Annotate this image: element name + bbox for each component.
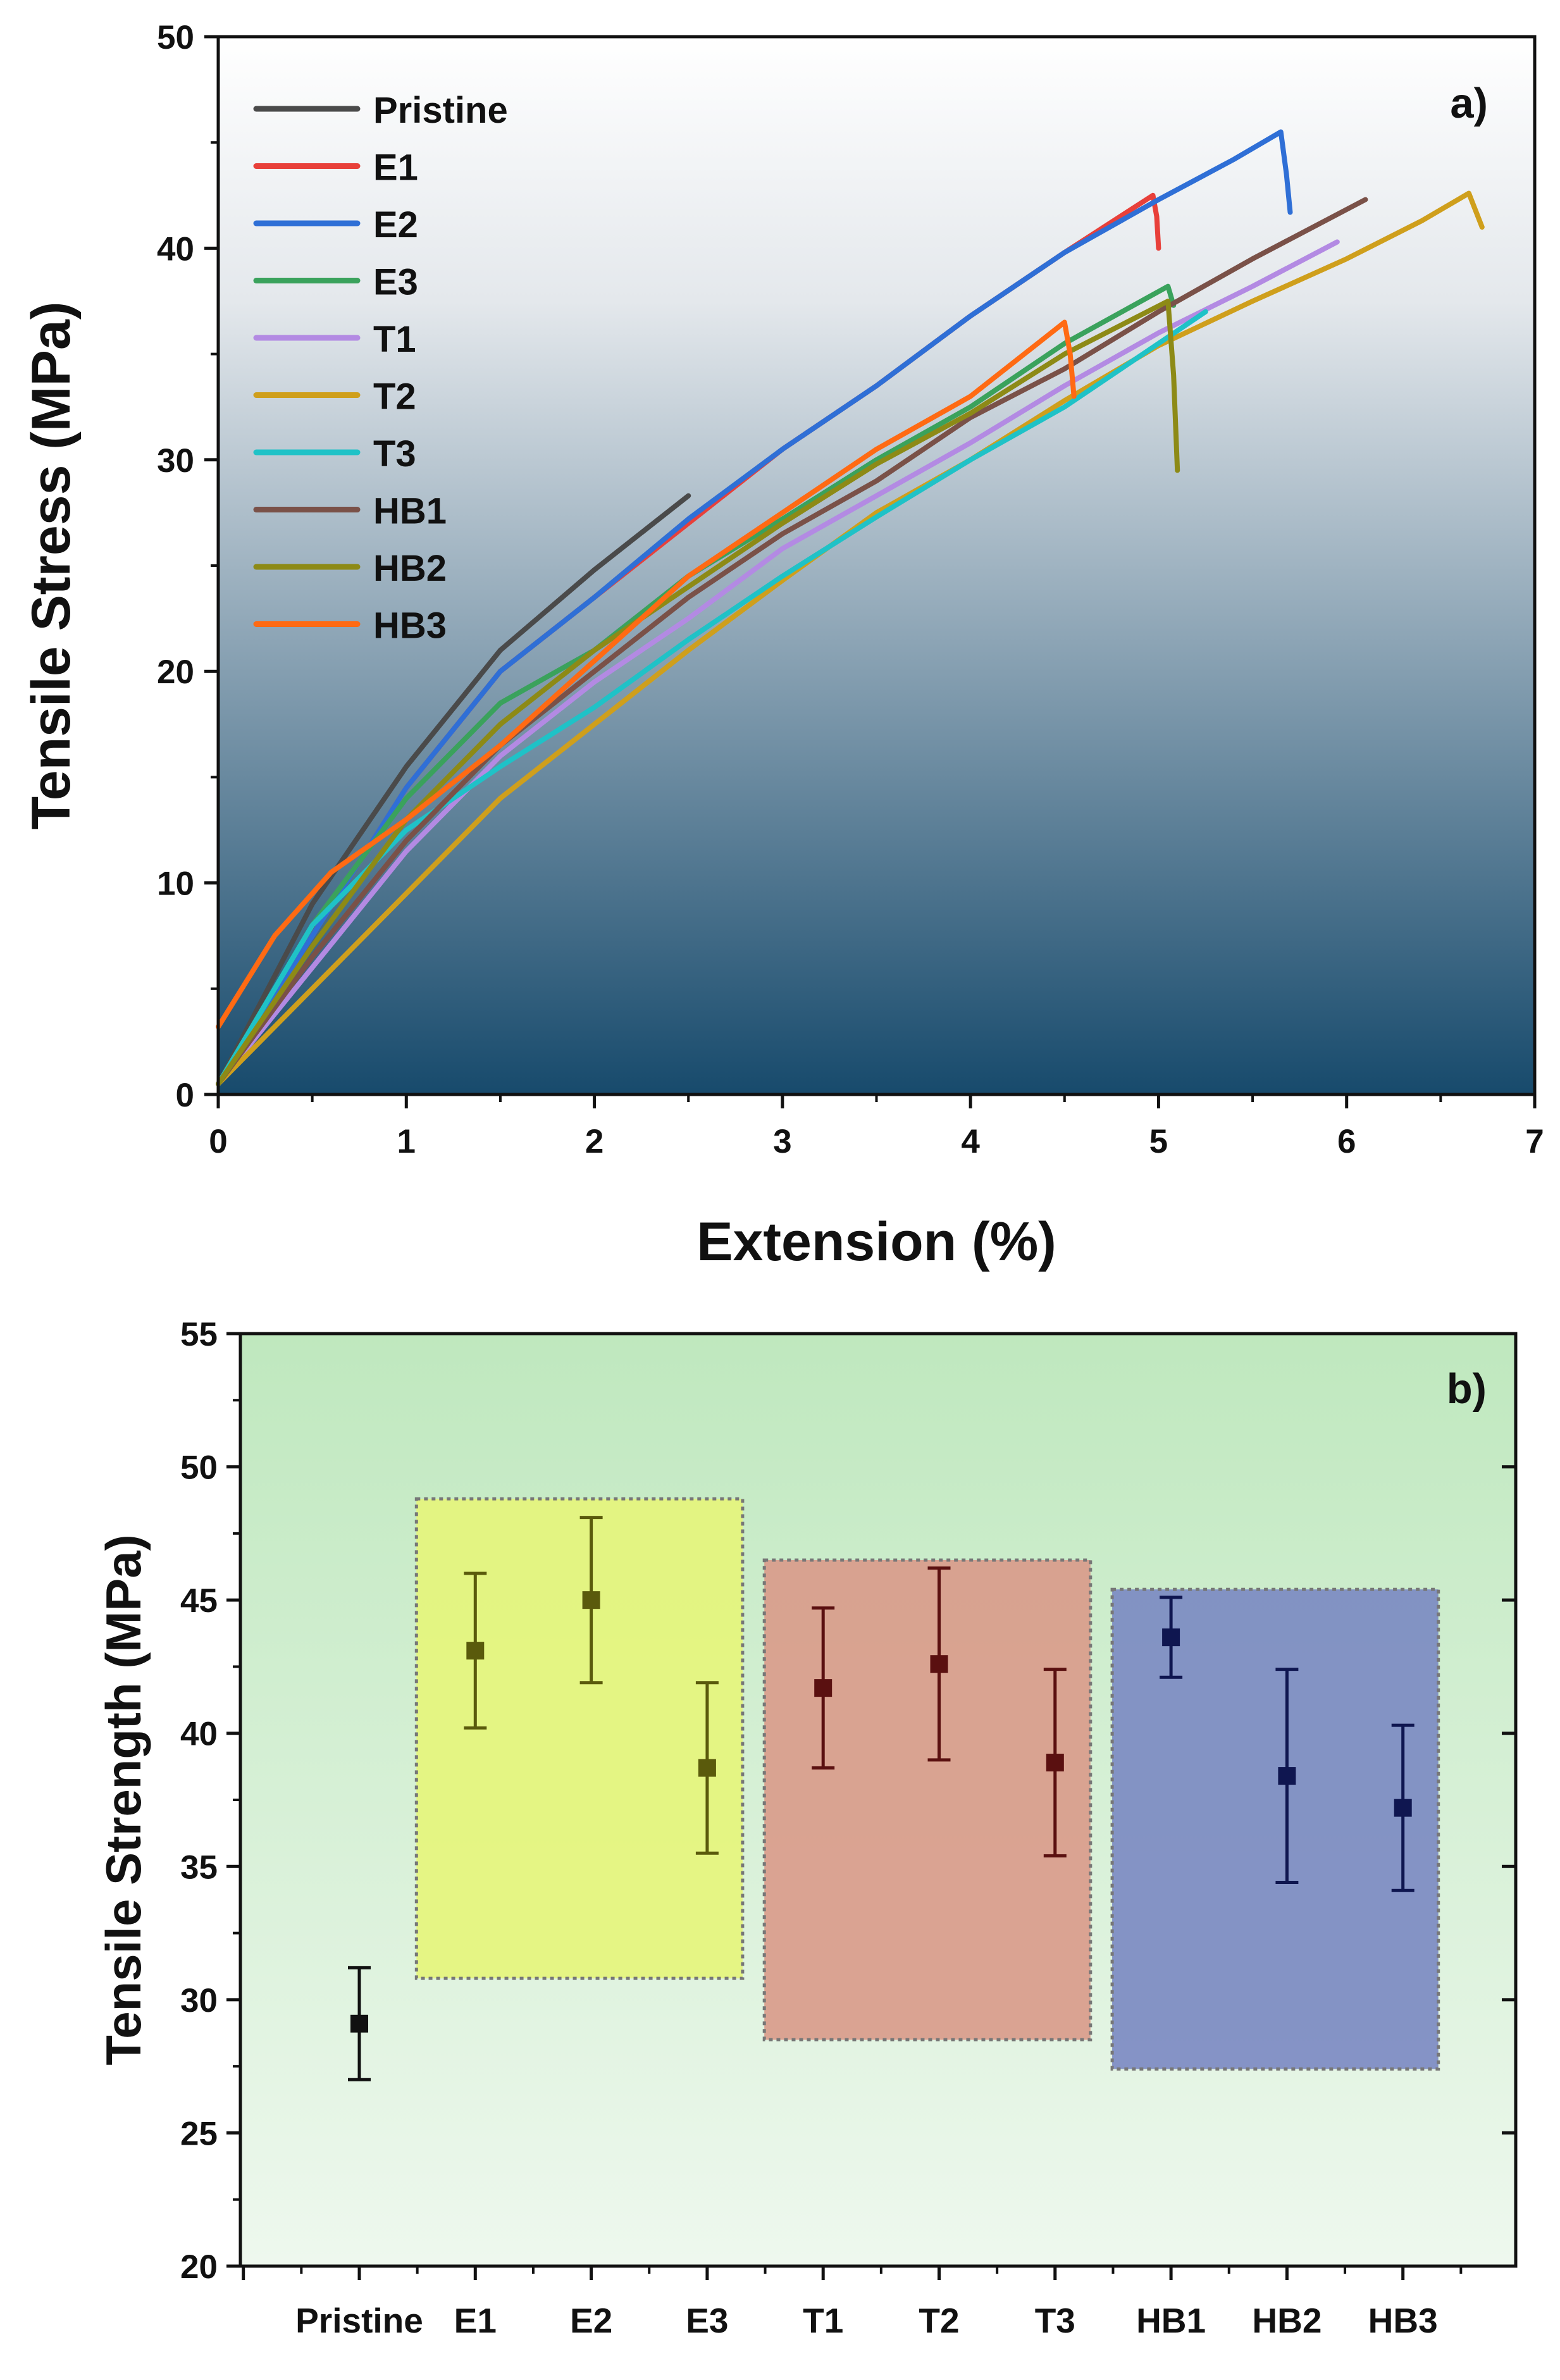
y-tick-label: 55 [180,1316,218,1353]
series-line-t3 [216,309,1208,1087]
x-category-label-e2: E2 [570,2301,612,2340]
panel-a-stress-extension: 0 1 2 3 4 5 6 7 0 10 20 30 40 50 Pristine E1 E2 E3 T1 T2 T3… [21,19,1544,1272]
y-tick-label: 20 [157,654,194,691]
y-tick-label: 10 [157,865,194,903]
y-tick-label: 35 [180,1849,218,1886]
x-category-label-e1: E1 [454,2301,497,2340]
legend-label-hb1: HB1 [373,491,447,532]
legend-label-hb3: HB3 [373,605,447,647]
legend-label-t3: T3 [373,433,416,474]
legend-label-e1: E1 [373,147,418,189]
series-line-e3 [216,283,1177,1087]
series-line-t1 [216,239,1340,1087]
x-tick-label: 6 [1337,1123,1356,1160]
x-category-label-pristine: Pristine [295,2301,423,2340]
legend-label-hb2: HB2 [373,548,447,589]
legend-label-pristine: Pristine [373,90,508,131]
panel-b-tensile-strength: 20 25 30 35 40 45 50 55 Pristine E1 E2 E3 T1 T2 T3 HB1 H… [96,1316,1518,2340]
x-tick-label: 1 [397,1123,416,1160]
panel-a-series-lines [216,129,1485,1087]
legend-label-t1: T1 [373,319,416,360]
y-tick-label: 45 [180,1582,218,1620]
legend-label-t2: T2 [373,376,416,418]
x-category-label-t2: T2 [919,2301,959,2340]
series-line-e2 [216,129,1293,1087]
y-tick-label: 40 [157,230,194,268]
x-tick-label: 2 [585,1123,604,1160]
point-t3 [1046,1754,1064,1772]
panel-b-points [348,1516,1415,2081]
panel-b-y-axis-title: Tensile Strength (MPa) [96,1534,151,2065]
series-line-hb1 [216,197,1368,1087]
panel-a-x-axis-title: Extension (%) [696,1212,1056,1272]
point-t2 [930,1655,948,1673]
panel-a-axes-ticks: 0 1 2 3 4 5 6 7 0 10 20 30 40 50 [157,19,1544,1160]
legend-label-e3: E3 [373,262,418,303]
panel-a-plot-area [218,37,1535,1094]
panel-b-axes-ticks: 20 25 30 35 40 45 50 55 Pristine E1 E2 E3 T1 T2 T3 HB1 H… [180,1316,1516,2340]
point-t1 [814,1679,833,1697]
point-e2 [582,1591,600,1609]
x-category-label-e3: E3 [686,2301,728,2340]
point-e1 [466,1642,485,1660]
point-hb1 [1162,1628,1180,1647]
y-tick-label: 0 [176,1077,194,1114]
point-pristine [350,2014,368,2033]
y-tick-label: 50 [157,19,194,56]
point-hb3 [1394,1799,1412,1817]
point-hb2 [1278,1767,1296,1785]
y-tick-label: 30 [157,442,194,480]
x-tick-label: 4 [961,1123,980,1160]
panel-b-label: b) [1447,1365,1487,1413]
point-e3 [698,1759,716,1777]
y-tick-label: 50 [180,1449,218,1487]
legend-label-e2: E2 [373,204,418,245]
x-category-label-t1: T1 [803,2301,843,2340]
x-tick-label: 5 [1149,1123,1168,1160]
y-tick-label: 25 [180,2115,218,2152]
group-box-hb [1110,1587,1440,2071]
y-tick-label: 40 [180,1716,218,1753]
series-line-hb3 [216,319,1077,1029]
panel-a-legend: Pristine E1 E2 E3 T1 T2 T3 HB1 HB2 HB3 [253,90,508,647]
group-box-e [414,1497,745,1980]
series-line-pristine [216,493,691,1087]
y-tick-label: 30 [180,1982,218,2019]
x-category-label-t3: T3 [1035,2301,1075,2340]
x-category-label-hb1: HB1 [1136,2301,1206,2340]
panel-a-y-axis-title: Tensile Stress (MPa) [21,302,82,830]
x-category-label-hb3: HB3 [1368,2301,1438,2340]
x-tick-label: 7 [1525,1123,1544,1160]
group-box-t [762,1558,1093,2042]
panel-a-label: a) [1450,80,1488,127]
x-tick-label: 0 [209,1123,227,1160]
y-tick-label: 20 [180,2248,218,2286]
x-tick-label: 3 [773,1123,791,1160]
x-category-label-hb2: HB2 [1252,2301,1322,2340]
panel-b-group-boxes [414,1497,1440,2071]
